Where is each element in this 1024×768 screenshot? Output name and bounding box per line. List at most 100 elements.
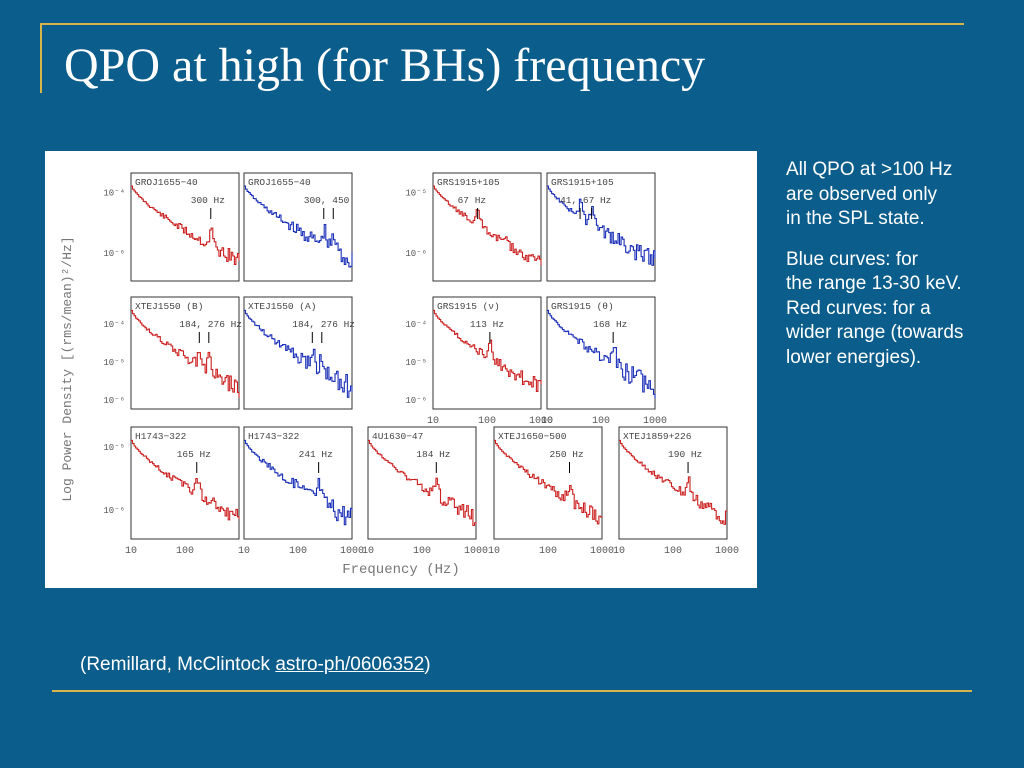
spectrum-series (368, 439, 477, 527)
y-tick-label: 10⁻⁶ (103, 506, 125, 516)
notes-paragraph-1: All QPO at >100 Hz are observed only in … (786, 158, 1022, 232)
qpo-label: 300 Hz (191, 195, 225, 206)
panel-name: XTEJ1550 (B) (135, 301, 203, 312)
x-tick-label: 100 (664, 546, 682, 557)
note-line: are observed only (786, 183, 938, 205)
qpo-label: 300, 450 (304, 195, 350, 206)
y-tick-label: 10⁻⁶ (103, 249, 125, 259)
notes-paragraph-2: Blue curves: for the range 13-30 keV. Re… (786, 248, 1022, 371)
spectrum-series (547, 185, 656, 266)
panel-name: GROJ1655−40 (248, 177, 311, 188)
panel-name: GRS1915 (θ) (551, 301, 614, 312)
panel-name: XTEJ1859+226 (623, 431, 692, 442)
panel-frame (618, 426, 728, 540)
y-tick-label: 10⁻⁴ (103, 319, 125, 330)
panel-name: GROJ1655−40 (135, 177, 198, 188)
side-notes: All QPO at >100 Hz are observed only in … (786, 158, 1022, 386)
spectrum-series (547, 309, 656, 399)
spectrum-series (494, 439, 603, 525)
panel-name: XTEJ1650−500 (498, 431, 567, 442)
note-line: the range 13-30 keV. (786, 273, 962, 294)
qpo-label: 184, 276 Hz (292, 319, 355, 330)
panel-frame (367, 426, 477, 540)
x-tick-label: 100 (413, 546, 431, 557)
y-tick-label: 10⁻⁵ (103, 358, 125, 368)
x-tick-label: 1000 (529, 416, 553, 427)
spectrum-series (131, 185, 240, 266)
x-tick-label: 10 (125, 546, 137, 557)
y-axis-label: Log Power Density [(rms/mean)²/Hz] (60, 236, 75, 501)
qpo-label: 165 Hz (177, 449, 211, 460)
panel-frame (130, 426, 240, 540)
panel-frame (546, 296, 656, 410)
panel-frame (243, 172, 353, 282)
y-tick-label: 10⁻⁶ (405, 396, 427, 406)
note-line: Red curves: for a (786, 297, 931, 319)
x-tick-label: 1000 (643, 416, 667, 427)
spectrum-series (244, 439, 353, 526)
x-tick-label: 10 (362, 546, 374, 557)
y-tick-label: 10⁻⁶ (405, 249, 427, 259)
panel-frame (432, 296, 542, 410)
spectrum-series (619, 439, 728, 525)
qpo-figure: Log Power Density [(rms/mean)²/Hz] Frequ… (45, 151, 757, 588)
x-tick-label: 1000 (464, 546, 488, 557)
panel-name: GRS1915+105 (437, 177, 500, 188)
y-tick-label: 10⁻⁵ (405, 188, 427, 198)
spectrum-series (433, 185, 542, 266)
panel-frame (432, 172, 542, 282)
y-tick-label: 10⁻⁵ (405, 358, 427, 368)
x-tick-label: 1000 (715, 546, 739, 557)
panel-name: XTEJ1550 (A) (248, 301, 316, 312)
panel-frame (243, 296, 353, 410)
citation-link[interactable]: astro-ph/0606352 (275, 654, 425, 675)
note-line: lower energies). (786, 346, 922, 368)
spectrum-series (244, 185, 353, 268)
note-line: All QPO at >100 Hz (786, 159, 953, 180)
panel-frame (546, 172, 656, 282)
qpo-label: 41, 67 Hz (560, 195, 611, 206)
y-tick-label: 10⁻⁶ (103, 396, 125, 406)
qpo-label: 250 Hz (549, 449, 583, 460)
qpo-label: 168 Hz (593, 319, 627, 330)
left-accent-rule (40, 23, 42, 93)
x-tick-label: 100 (539, 546, 557, 557)
bottom-accent-rule (52, 690, 972, 692)
panel-frame (130, 172, 240, 282)
x-tick-label: 10 (541, 416, 553, 427)
note-line: wider range (towards (786, 322, 964, 343)
panel-name: H1743−322 (135, 431, 187, 442)
qpo-label: 190 Hz (668, 449, 702, 460)
x-axis-label: Frequency (Hz) (342, 562, 460, 578)
qpo-label: 67 Hz (458, 195, 487, 206)
note-line: Blue curves: for (786, 248, 918, 270)
y-tick-label: 10⁻⁴ (103, 187, 125, 198)
x-tick-label: 1000 (590, 546, 614, 557)
top-accent-rule (40, 23, 964, 25)
citation-prefix: (Remillard, McClintock (80, 654, 276, 675)
panel-name: H1743−322 (248, 431, 300, 442)
x-tick-label: 1000 (340, 546, 364, 557)
y-tick-label: 10⁻⁵ (103, 443, 125, 453)
note-line: in the SPL state. (786, 208, 925, 229)
spectrum-series (433, 309, 542, 392)
spectrum-series (131, 439, 240, 521)
x-tick-label: 10 (427, 416, 439, 427)
x-tick-label: 10 (613, 546, 625, 557)
x-tick-label: 10 (488, 546, 500, 557)
panel-frame (243, 426, 353, 540)
x-tick-label: 10 (238, 546, 250, 557)
x-tick-label: 100 (176, 546, 194, 557)
panel-frame (130, 296, 240, 410)
x-tick-label: 100 (592, 416, 610, 427)
slide-title: QPO at high (for BHs) frequency (64, 39, 706, 92)
qpo-label: 184, 276 Hz (179, 319, 242, 330)
panel-name: GRS1915+105 (551, 177, 614, 188)
spectrum-series (131, 309, 240, 398)
panel-frame (493, 426, 603, 540)
spectrum-series (244, 309, 353, 398)
qpo-label: 241 Hz (299, 449, 333, 460)
citation: (Remillard, McClintock astro-ph/0606352) (80, 654, 431, 676)
qpo-power-spectra-chart: Log Power Density [(rms/mean)²/Hz] Frequ… (60, 172, 739, 578)
y-tick-label: 10⁻⁴ (405, 319, 427, 330)
